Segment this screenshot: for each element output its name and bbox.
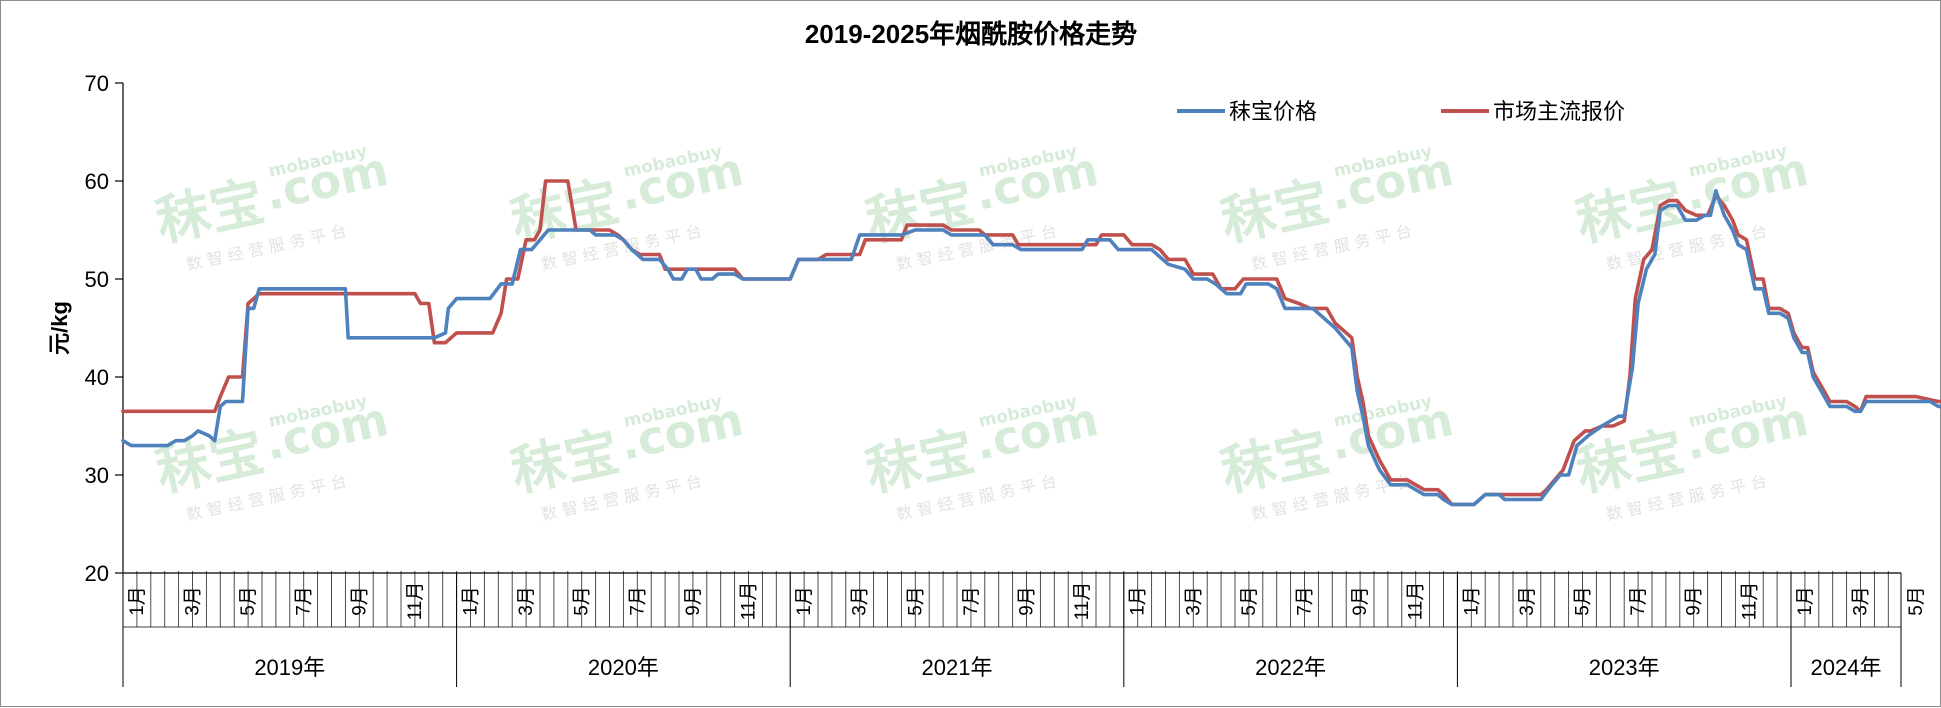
axes: 20 30 40 50 60 70 1月 3月 5月 7月 9月 11月 1月 3月 5月 7月 9月 11月 1月…: [85, 71, 1927, 687]
x-month-label: 7月: [1628, 586, 1649, 616]
x-month-label: 11月: [739, 582, 760, 621]
watermark-domain-com: .com: [970, 142, 1103, 221]
x-month-label: 5月: [1906, 586, 1927, 616]
x-month-label: 1月: [1795, 586, 1816, 616]
x-month-label: 1月: [794, 586, 815, 616]
watermark-domain-com: .com: [260, 142, 393, 221]
x-month-label: 11月: [1406, 582, 1427, 621]
x-month-label: 5月: [905, 586, 926, 616]
x-month-label: 3月: [183, 586, 204, 616]
watermark-domain-com: .com: [1680, 142, 1813, 221]
watermark-domain-com: .com: [970, 392, 1103, 471]
x-month-label: 9月: [683, 586, 704, 616]
legend-label: 秣宝价格: [1229, 99, 1317, 124]
legend-label: 市场主流报价: [1493, 99, 1625, 124]
x-month-label: 1月: [1461, 586, 1482, 616]
x-year-label: 2023年: [1589, 655, 1660, 680]
watermark-domain-com: .com: [260, 392, 393, 471]
watermark-domain-com: .com: [1325, 142, 1458, 221]
x-month-label: 5月: [572, 586, 593, 616]
x-month-label: 1月: [127, 586, 148, 616]
y-tick-label: 60: [85, 169, 109, 194]
x-year-label: 2022年: [1255, 655, 1326, 680]
y-axis-label: 元/kg: [47, 301, 72, 355]
x-month-label: 3月: [1517, 586, 1538, 616]
x-month-label: 7月: [1295, 586, 1316, 616]
series-layer: [121, 179, 1941, 507]
watermark-domain-com: .com: [615, 142, 748, 221]
y-tick-label: 20: [85, 561, 109, 586]
x-year-label: 2020年: [588, 655, 659, 680]
x-month-label: 3月: [850, 586, 871, 616]
x-month-label: 9月: [1350, 586, 1371, 616]
y-tick-label: 50: [85, 267, 109, 292]
legend: 秣宝价格 市场主流报价: [1177, 99, 1625, 124]
y-tick-label: 70: [85, 71, 109, 96]
x-year-label: 2019年: [254, 655, 325, 680]
x-year-label: 2021年: [922, 655, 993, 680]
x-month-label: 9月: [1017, 586, 1038, 616]
series-line-mobao-price: [121, 189, 1941, 507]
x-month-label: 7月: [961, 586, 982, 616]
x-month-label: 1月: [461, 586, 482, 616]
x-year-label: 2024年: [1811, 655, 1882, 680]
x-month-label: 3月: [516, 586, 537, 616]
x-month-label: 11月: [1739, 582, 1760, 621]
x-month-label: 3月: [1851, 586, 1872, 616]
chart-title: 2019-2025年烟酰胺价格走势: [805, 19, 1137, 49]
watermark-domain-com: .com: [615, 392, 748, 471]
watermark-domain-com: .com: [1680, 392, 1813, 471]
x-month-label: 7月: [627, 586, 648, 616]
x-month-label: 11月: [1072, 582, 1093, 621]
x-month-label: 1月: [1128, 586, 1149, 616]
watermark-domain-com: .com: [1325, 392, 1458, 471]
y-tick-label: 40: [85, 365, 109, 390]
x-month-label: 9月: [1684, 586, 1705, 616]
y-tick-label: 30: [85, 463, 109, 488]
x-month-label: 5月: [1573, 586, 1594, 616]
x-month-label: 9月: [349, 586, 370, 616]
x-month-label: 5月: [238, 586, 259, 616]
x-month-label: 7月: [294, 586, 315, 616]
x-month-label: 5月: [1239, 586, 1260, 616]
x-month-label: 3月: [1183, 586, 1204, 616]
x-month-label: 11月: [405, 582, 426, 621]
